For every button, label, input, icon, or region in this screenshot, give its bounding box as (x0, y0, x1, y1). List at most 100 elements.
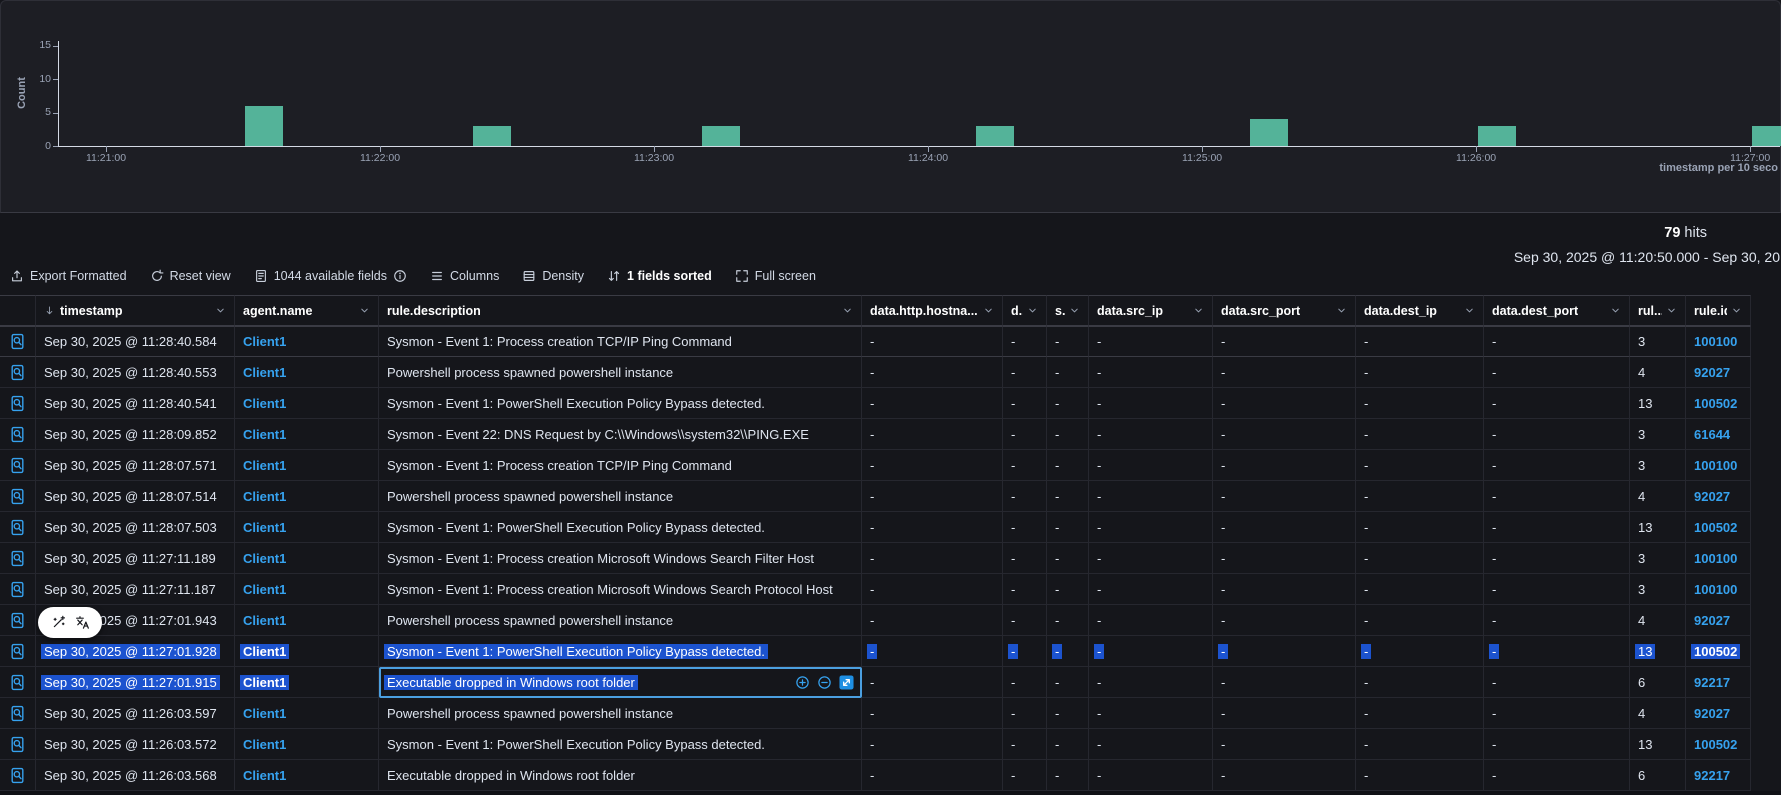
cell-rule.level[interactable]: 4 (1630, 357, 1686, 388)
histogram-bar[interactable] (1249, 119, 1288, 146)
histogram-bar[interactable] (245, 105, 283, 146)
cell-timestamp[interactable]: Sep 30, 2025 @ 11:27:11.189 (36, 543, 235, 574)
cell-data.http.hostname[interactable]: - (862, 512, 1003, 543)
agent-name-link[interactable]: Client1 (240, 643, 290, 659)
cell-data.src_ip[interactable]: - (1089, 698, 1213, 729)
cell-data.dest_port[interactable]: - (1484, 760, 1630, 791)
rule-id-link[interactable]: 92217 (1694, 767, 1731, 783)
column-header-data.src_ip[interactable]: data.src_ip (1089, 295, 1213, 326)
cell-rule.description[interactable]: Sysmon - Event 1: Process creation Micro… (379, 574, 862, 605)
cell-rule.description[interactable]: Sysmon - Event 1: Process creation TCP/I… (379, 450, 862, 481)
agent-name-link[interactable]: Client1 (243, 550, 287, 566)
cell-data.dest_ip[interactable]: - (1356, 450, 1484, 481)
rule-id-link[interactable]: 92027 (1694, 364, 1731, 380)
cell-data.dest_ip[interactable]: - (1356, 636, 1484, 667)
rule-id-link[interactable]: 61644 (1694, 426, 1731, 442)
cell-rule.id[interactable]: 92027 (1686, 698, 1751, 729)
column-header-data.src_port[interactable]: data.src_port (1213, 295, 1356, 326)
cell-data.dest_ip[interactable]: - (1356, 481, 1484, 512)
info-icon[interactable] (393, 269, 407, 283)
cell-data.http.hostname[interactable]: - (862, 419, 1003, 450)
cell-rule.level[interactable]: 3 (1630, 419, 1686, 450)
cell-d[interactable]: - (1003, 605, 1047, 636)
cell-rule.description[interactable]: Sysmon - Event 1: PowerShell Execution P… (379, 636, 862, 667)
column-header-data.dest_ip[interactable]: data.dest_ip (1356, 295, 1484, 326)
cell-data.src_port[interactable]: - (1213, 481, 1356, 512)
rule-id-link[interactable]: 100100 (1694, 457, 1738, 473)
chevron-down-icon[interactable] (1193, 305, 1204, 316)
cell-rule.description[interactable]: Powershell process spawned powershell in… (379, 481, 862, 512)
cell-data.http.hostname[interactable]: - (862, 481, 1003, 512)
rule-id-link[interactable]: 92027 (1694, 705, 1731, 721)
cell-agent.name[interactable]: Client1 (235, 450, 379, 481)
inspect-document-icon[interactable] (9, 488, 26, 505)
cell-data.dest_ip[interactable]: - (1356, 667, 1484, 698)
cell-data.src_ip[interactable]: - (1089, 419, 1213, 450)
column-header-d[interactable]: d... (1003, 295, 1047, 326)
cell-s[interactable]: - (1047, 357, 1089, 388)
cell-data.src_port[interactable]: - (1213, 450, 1356, 481)
cell-rule.level[interactable]: 13 (1630, 512, 1686, 543)
cell-d[interactable]: - (1003, 574, 1047, 605)
chevron-down-icon[interactable] (359, 305, 370, 316)
cell-timestamp[interactable]: Sep 30, 2025 @ 11:28:09.852 (36, 419, 235, 450)
cell-timestamp[interactable]: Sep 30, 2025 @ 11:27:01.915 (36, 667, 235, 698)
cell-data.dest_ip[interactable]: - (1356, 357, 1484, 388)
agent-name-link[interactable]: Client1 (240, 674, 290, 690)
cell-s[interactable]: - (1047, 760, 1089, 791)
cell-d[interactable]: - (1003, 512, 1047, 543)
inspect-document-icon[interactable] (9, 674, 26, 691)
cell-s[interactable]: - (1047, 698, 1089, 729)
cell-data.dest_port[interactable]: - (1484, 698, 1630, 729)
cell-timestamp[interactable]: Sep 30, 2025 @ 11:28:07.503 (36, 512, 235, 543)
column-header-data.dest_port[interactable]: data.dest_port (1484, 295, 1630, 326)
cell-data.dest_port[interactable]: - (1484, 543, 1630, 574)
inspect-document-icon[interactable] (9, 705, 26, 722)
cell-timestamp[interactable]: Sep 30, 2025 @ 11:28:40.584 (36, 326, 235, 357)
cell-rule.id[interactable]: 100502 (1686, 512, 1751, 543)
cell-rule.level[interactable]: 3 (1630, 543, 1686, 574)
histogram-bar[interactable] (1478, 125, 1517, 146)
cell-data.src_ip[interactable]: - (1089, 760, 1213, 791)
cell-data.src_port[interactable]: - (1213, 419, 1356, 450)
cell-data.dest_ip[interactable]: - (1356, 729, 1484, 760)
chevron-down-icon[interactable] (1610, 305, 1621, 316)
cell-data.dest_port[interactable]: - (1484, 357, 1630, 388)
rule-id-link[interactable]: 100502 (1694, 395, 1738, 411)
toolbar-button-density[interactable]: Density (522, 269, 584, 283)
cell-timestamp[interactable]: Sep 30, 2025 @ 11:28:40.541 (36, 388, 235, 419)
cell-data.dest_ip[interactable]: - (1356, 760, 1484, 791)
inspect-document-icon[interactable] (9, 643, 26, 660)
cell-agent.name[interactable]: Client1 (235, 698, 379, 729)
cell-timestamp[interactable]: Sep 30, 2025 @ 11:26:03.568 (36, 760, 235, 791)
histogram-bar[interactable] (1752, 125, 1781, 146)
agent-name-link[interactable]: Client1 (243, 519, 287, 535)
cell-rule.id[interactable]: 92027 (1686, 605, 1751, 636)
cell-data.src_port[interactable]: - (1213, 698, 1356, 729)
cell-rule.id[interactable]: 100100 (1686, 574, 1751, 605)
cell-data.http.hostname[interactable]: - (862, 450, 1003, 481)
cell-data.src_ip[interactable]: - (1089, 388, 1213, 419)
cell-s[interactable]: - (1047, 512, 1089, 543)
inspect-document-icon[interactable] (9, 767, 26, 784)
inspect-document-icon[interactable] (9, 519, 26, 536)
cell-agent.name[interactable]: Client1 (235, 760, 379, 791)
cell-rule.level[interactable]: 6 (1630, 760, 1686, 791)
cell-data.dest_ip[interactable]: - (1356, 388, 1484, 419)
cell-data.src_ip[interactable]: - (1089, 481, 1213, 512)
cell-data.http.hostname[interactable]: - (862, 543, 1003, 574)
agent-name-link[interactable]: Client1 (243, 581, 287, 597)
inspect-document-icon[interactable] (9, 581, 26, 598)
agent-name-link[interactable]: Client1 (243, 395, 287, 411)
cell-data.dest_port[interactable]: - (1484, 419, 1630, 450)
cell-s[interactable]: - (1047, 326, 1089, 357)
cell-s[interactable]: - (1047, 481, 1089, 512)
cell-data.http.hostname[interactable]: - (862, 357, 1003, 388)
cell-rule.description[interactable]: Sysmon - Event 1: PowerShell Execution P… (379, 512, 862, 543)
cell-rule.description[interactable]: Sysmon - Event 1: PowerShell Execution P… (379, 388, 862, 419)
cell-rule.id[interactable]: 100502 (1686, 636, 1751, 667)
cell-agent.name[interactable]: Client1 (235, 481, 379, 512)
cell-data.src_port[interactable]: - (1213, 543, 1356, 574)
cell-rule.description[interactable]: Powershell process spawned powershell in… (379, 605, 862, 636)
cell-data.http.hostname[interactable]: - (862, 326, 1003, 357)
